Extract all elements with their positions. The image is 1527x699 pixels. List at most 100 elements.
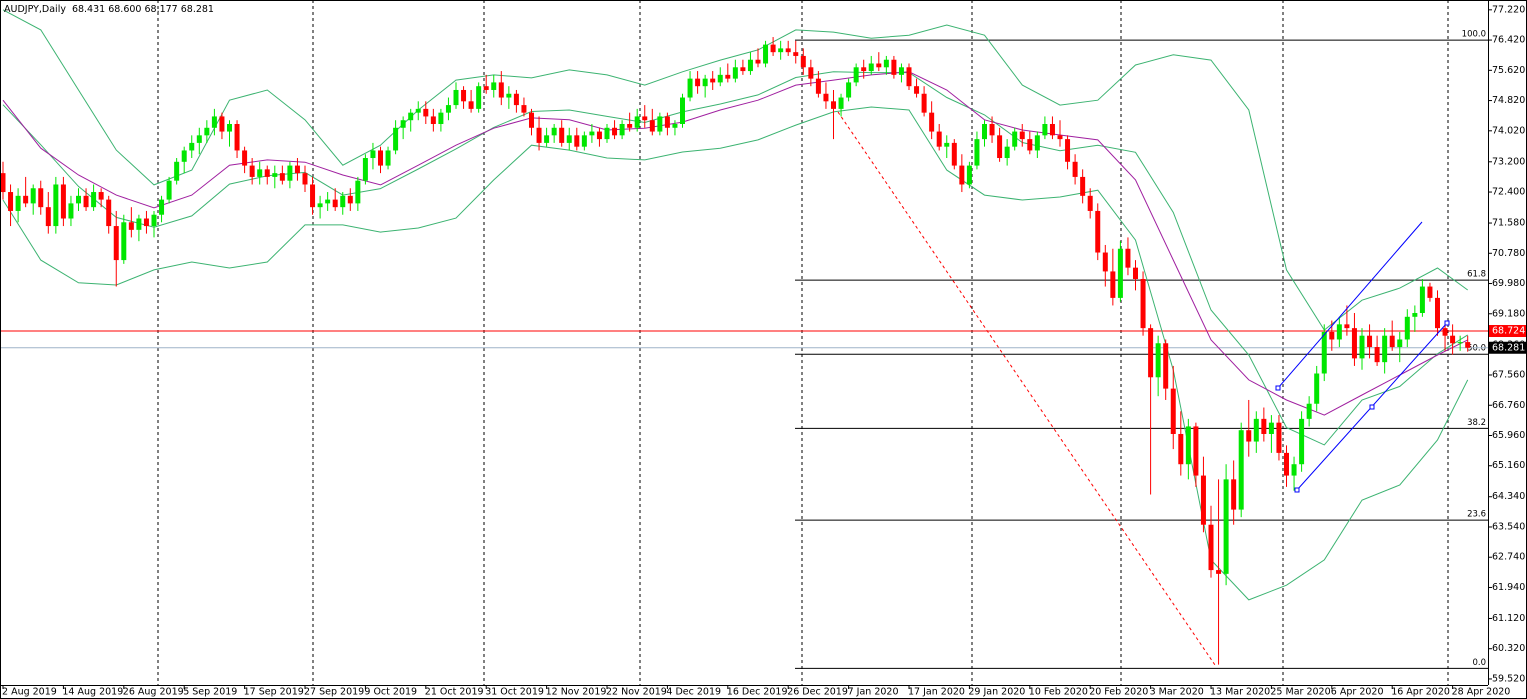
candle-body [1329, 331, 1335, 340]
candle-body [1200, 475, 1206, 525]
candle-body [1374, 347, 1380, 363]
candle-body [166, 180, 172, 200]
candle-body [1231, 479, 1237, 510]
candle-body [1442, 328, 1448, 336]
candle-body [521, 105, 527, 113]
candle-body [581, 135, 587, 147]
candle-body [476, 86, 482, 109]
candle-body [1170, 388, 1176, 434]
candle-body [211, 116, 217, 128]
x-tick-label: 16 Apr 2020 [1391, 687, 1450, 698]
candle-body [1065, 139, 1071, 162]
candle-body [800, 55, 806, 68]
candle-body [770, 44, 776, 53]
candle-body [664, 116, 670, 128]
candle-body [717, 74, 723, 83]
candle-body [1208, 524, 1214, 571]
candle-body [1148, 328, 1154, 378]
candle-body [45, 207, 51, 227]
y-tick-label: 75.620 [1492, 65, 1525, 76]
y-tick-label: 64.340 [1492, 491, 1525, 502]
candle-body [929, 112, 935, 132]
candle-body [279, 173, 285, 181]
candle-body [1110, 271, 1116, 298]
candle-body [1072, 161, 1078, 177]
x-tick-label: 20 Feb 2020 [1089, 687, 1148, 698]
candle-body [725, 74, 731, 79]
y-tick-label: 61.940 [1492, 582, 1525, 593]
candle-body [174, 161, 180, 181]
candle-body [30, 188, 36, 204]
candle-body [355, 180, 361, 204]
candle-body [1095, 210, 1101, 253]
y-tick-label: 59.520 [1492, 673, 1525, 684]
x-tick-label: 4 Dec 2019 [666, 687, 721, 698]
x-tick-label: 16 Dec 2019 [727, 687, 788, 698]
candle-body [1457, 342, 1463, 344]
candle-body [385, 150, 391, 166]
candle-body [325, 199, 331, 204]
candle-body [566, 135, 572, 143]
candle-body [649, 120, 655, 132]
candle-body [732, 67, 738, 79]
y-tick-label: 63.540 [1492, 521, 1525, 532]
indicator-line [2, 106, 1469, 601]
x-tick-label: 17 Sep 2019 [244, 687, 304, 698]
x-tick-label: 31 Oct 2019 [485, 687, 544, 698]
candle-body [793, 52, 799, 56]
period-separators [157, 0, 1449, 685]
y-tick-label: 69.180 [1492, 308, 1525, 319]
candle-body [272, 173, 278, 177]
candle-body [876, 63, 882, 68]
fib-label: 61.8 [1467, 270, 1486, 280]
indicator-line [2, 71, 1468, 416]
candle-body [921, 93, 927, 113]
candle-body [234, 123, 240, 151]
candle-body [227, 123, 232, 132]
candle-body [997, 135, 1003, 159]
y-tick-label: 72.400 [1492, 187, 1525, 198]
fib-label: 23.6 [1467, 510, 1486, 520]
candle-body [83, 195, 89, 208]
candle-body [1419, 286, 1425, 314]
y-tick-label: 74.020 [1492, 125, 1525, 136]
candle-body [747, 59, 753, 72]
candle-body [453, 89, 459, 106]
candle-body [1465, 342, 1471, 348]
x-tick-label: 28 Apr 2020 [1452, 687, 1511, 698]
candle-body [400, 120, 406, 128]
plot-layer: 100.0 61.8 50.0 38.2 23.6 0.0 [0, 9, 1488, 669]
candle-body [778, 48, 784, 53]
candle-body [370, 150, 376, 159]
x-tick-label: 17 Jan 2020 [908, 687, 965, 698]
y-tick-label: 62.740 [1492, 552, 1525, 563]
candle-body [1140, 278, 1146, 329]
candle-body [415, 108, 421, 113]
candle-body [1261, 418, 1267, 434]
candle-body [264, 169, 270, 177]
candle-body [8, 192, 14, 211]
candle-body [1314, 373, 1320, 404]
candle-body [1080, 176, 1086, 196]
candle-body [1382, 335, 1388, 363]
candle-body [317, 203, 323, 208]
candle-body [891, 59, 897, 75]
candle-body [1389, 335, 1395, 348]
axes: 77.220 76.420 75.620 74.820 74.020 73.200 72.4… [2, 4, 1526, 698]
candle-body [491, 82, 497, 90]
candle-body [1133, 267, 1138, 279]
candle-body [287, 165, 293, 181]
candle-body [1117, 248, 1123, 298]
candle-body [1321, 331, 1327, 374]
x-tick-label: 26 Aug 2019 [123, 687, 184, 698]
x-tick-label: 21 Oct 2019 [425, 687, 484, 698]
y-tick-label: 73.200 [1492, 156, 1525, 167]
candle-body [98, 192, 104, 200]
candle-body [959, 165, 965, 185]
candle-body [944, 142, 950, 147]
y-tick-label: 66.760 [1492, 400, 1525, 411]
y-tick-label: 65.160 [1492, 460, 1525, 471]
candle-body [687, 78, 693, 98]
